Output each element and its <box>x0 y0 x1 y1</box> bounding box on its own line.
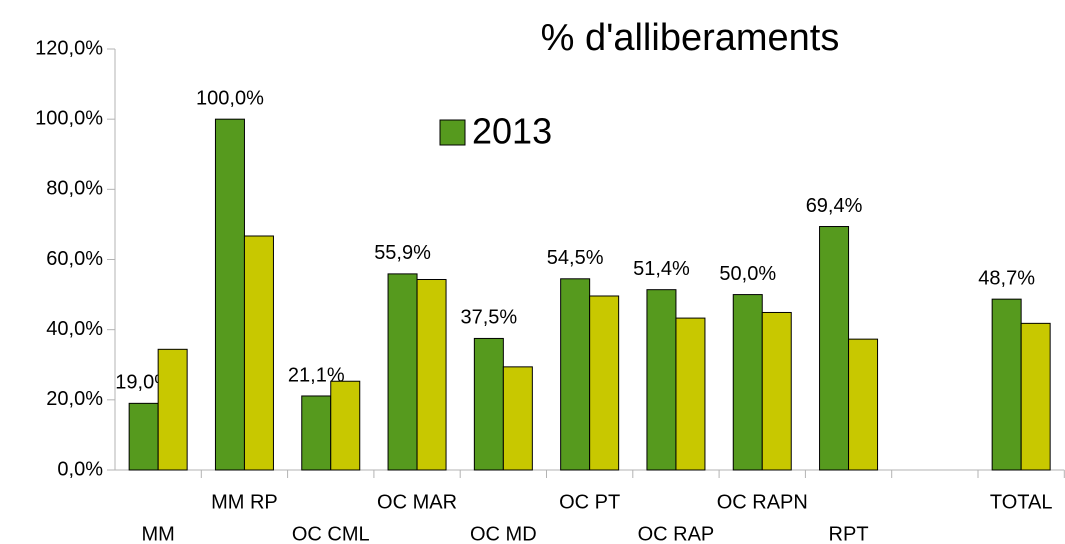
value-label: 69,4% <box>806 195 863 217</box>
value-label: 50,0% <box>719 263 776 285</box>
bar <box>473 337 504 471</box>
legend-label: 2013 <box>472 111 552 152</box>
x-tick-label: RPT <box>829 523 869 544</box>
y-tick-label: 100,0% <box>35 107 103 129</box>
x-tick-label: OC CML <box>292 523 370 544</box>
bar <box>675 317 706 471</box>
value-label: 54,5% <box>547 247 604 269</box>
y-tick-label: 60,0% <box>46 248 103 270</box>
x-tick-label: MM <box>141 523 174 544</box>
x-tick-label: OC RAP <box>638 523 715 544</box>
bar <box>330 380 361 471</box>
bar <box>214 118 245 471</box>
chart-title: % d'alliberaments <box>541 17 840 59</box>
bar <box>502 366 533 471</box>
x-tick-label: OC PT <box>559 491 620 513</box>
bar <box>301 395 332 471</box>
bar <box>848 338 879 471</box>
legend-swatch <box>439 119 466 146</box>
x-tick-label: OC MAR <box>377 491 457 513</box>
bar <box>732 294 763 471</box>
value-label: 37,5% <box>460 307 517 329</box>
bar <box>761 311 792 471</box>
bar <box>991 298 1022 471</box>
x-tick-label: TOTAL <box>990 491 1053 513</box>
y-tick-label: 20,0% <box>46 388 103 410</box>
bar <box>128 402 159 471</box>
y-tick-label: 40,0% <box>46 318 103 340</box>
bar <box>589 295 620 471</box>
y-tick-label: 0,0% <box>57 458 103 480</box>
value-label: 100,0% <box>196 87 264 109</box>
bar <box>157 348 188 471</box>
bar <box>1020 322 1051 471</box>
value-label: 51,4% <box>633 258 690 280</box>
bar <box>243 235 274 471</box>
bar <box>646 289 677 471</box>
x-tick-label: OC MD <box>470 523 537 544</box>
x-tick-label: MM RP <box>211 491 278 513</box>
bar <box>416 278 447 471</box>
value-label: 55,9% <box>374 242 431 264</box>
bar <box>387 273 418 471</box>
bar <box>560 278 591 471</box>
bar <box>819 226 850 471</box>
x-tick-label: OC RAPN <box>717 491 808 513</box>
value-label: 48,7% <box>978 267 1035 289</box>
y-tick-label: 80,0% <box>46 178 103 200</box>
y-tick-label: 120,0% <box>35 37 103 59</box>
